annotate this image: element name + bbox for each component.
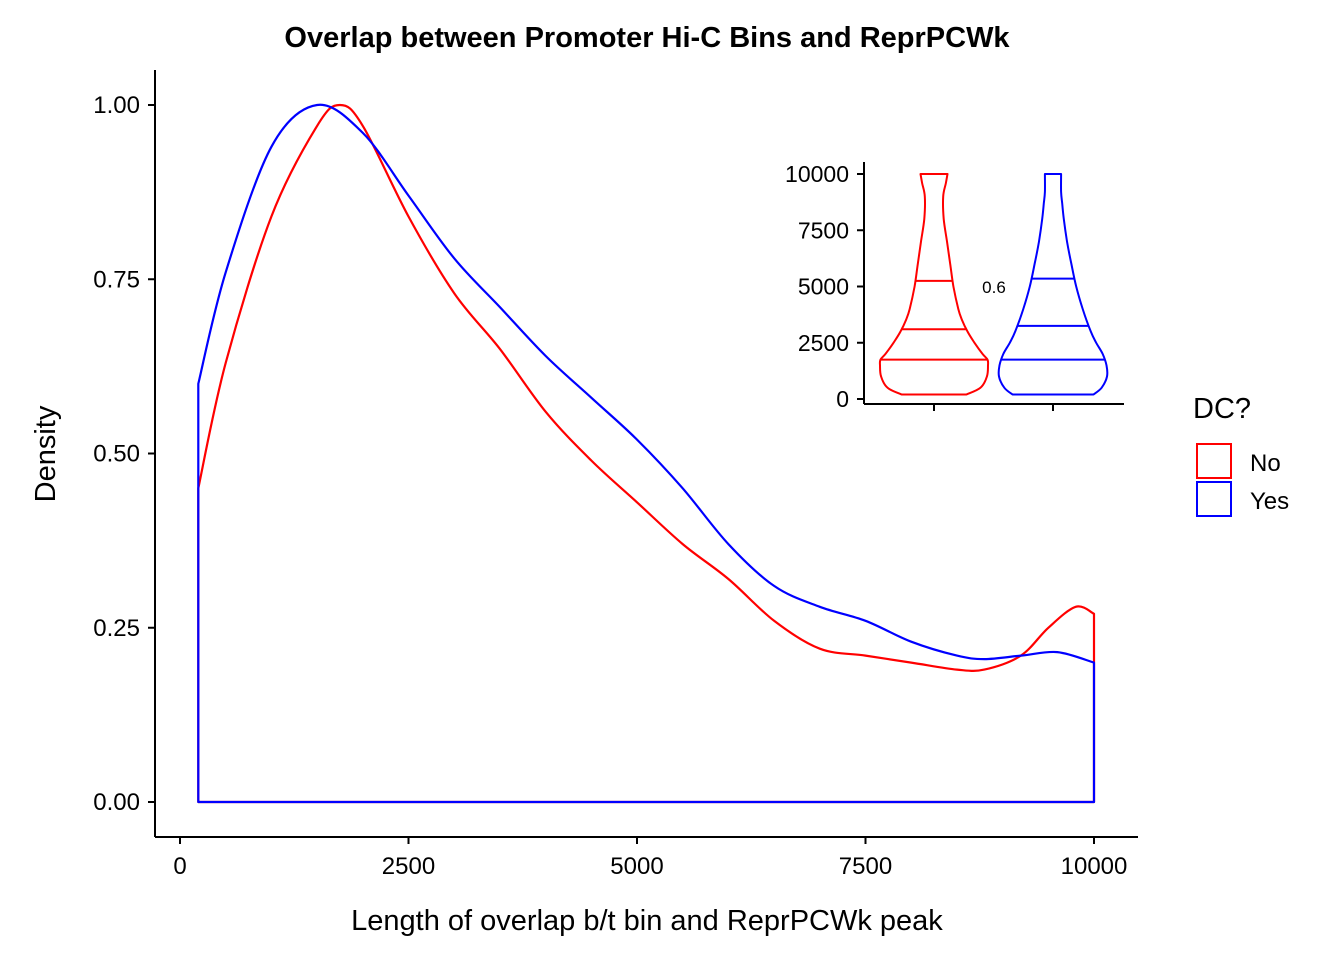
legend-title: DC? [1193,393,1251,425]
y-tick-label: 1.00 [93,92,140,119]
main-plot: 0.00 0.25 0.50 0.75 1.00 0 2500 5000 7500 10000 [93,70,1138,880]
y-axis-title: Density [30,405,62,502]
y-tick-label: 0.25 [93,615,140,642]
x-axis-title: Length of overlap b/t bin and ReprPCWk p… [351,905,943,937]
inset-y-axis: 0 2500 5000 7500 10000 [785,161,864,412]
legend-label-yes: Yes [1250,488,1289,515]
y-tick-label: 0.75 [93,266,140,293]
legend-swatch-no [1196,443,1232,479]
violin-no [878,173,990,396]
y-axis: 0.00 0.25 0.50 0.75 1.00 [93,92,155,816]
inset-y-tick-label: 0 [836,386,849,412]
x-tick-label: 0 [173,853,186,880]
x-tick-label: 7500 [839,853,892,880]
x-tick-label: 2500 [382,853,435,880]
inset-violins [878,173,1109,396]
inset-y-tick-label: 10000 [785,161,849,187]
legend-label-no: No [1250,450,1281,477]
inset-annotation: 0.6 [982,278,1006,297]
legend: DC? No Yes [1193,393,1289,517]
inset-y-tick-label: 7500 [798,217,849,243]
density-series [197,103,1096,804]
chart-title: Overlap between Promoter Hi-C Bins and R… [284,22,1010,54]
x-tick-label: 5000 [610,853,663,880]
density-line-no [197,103,1096,804]
y-tick-label: 0.00 [93,789,140,816]
inset-y-tick-label: 5000 [798,274,849,300]
x-axis: 0 2500 5000 7500 10000 [173,837,1127,880]
x-tick-label: 10000 [1061,853,1128,880]
density-line-yes [197,103,1096,804]
inset-y-tick-label: 2500 [798,330,849,356]
legend-swatch-yes [1196,481,1232,517]
violin-inset: 0 2500 5000 7500 10000 0.6 [785,161,1124,412]
violin-yes [997,173,1109,396]
y-tick-label: 0.50 [93,441,140,468]
